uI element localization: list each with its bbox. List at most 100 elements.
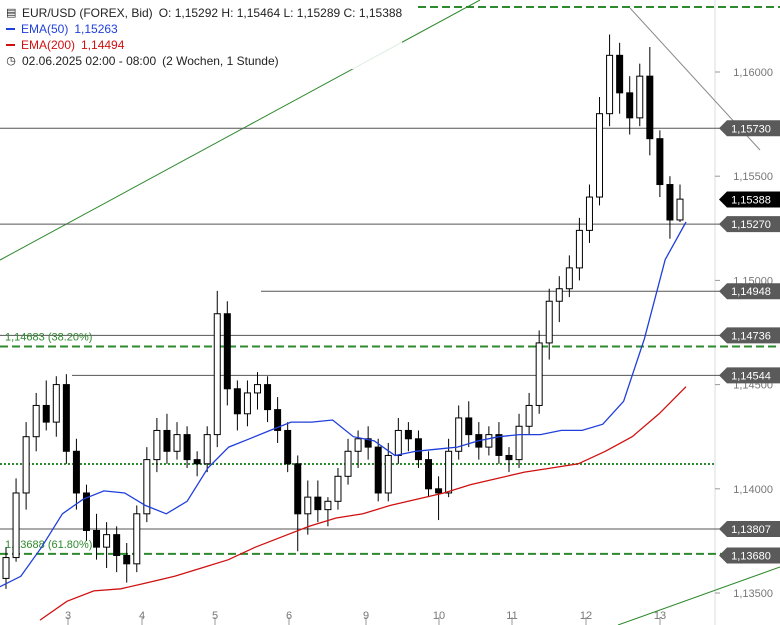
x-tick-label: 4 (139, 610, 145, 622)
price-badge-label: 1,14736 (731, 330, 771, 342)
candle (123, 542, 131, 583)
candle (334, 467, 342, 510)
candle (243, 380, 251, 427)
candle-body (575, 229, 583, 269)
candle (93, 513, 101, 560)
candle-body (93, 529, 101, 548)
candle-body (143, 459, 151, 515)
candle-body (304, 496, 312, 515)
candle-body (626, 92, 634, 119)
candle-body (394, 429, 402, 456)
candle (515, 413, 523, 468)
candle-body (72, 450, 80, 494)
candle (22, 422, 30, 510)
candle-body (404, 429, 412, 440)
price-badge-shape (719, 521, 780, 538)
candle-body (324, 500, 332, 511)
candle (2, 547, 10, 589)
price-badge: 1,14948 (719, 283, 780, 300)
ohlc-values: O: 1,15292 H: 1,15464 L: 1,15289 C: 1,15… (158, 6, 403, 20)
candle (606, 34, 614, 127)
candle-body (525, 404, 533, 427)
instrument-name: EUR/USD (FOREX, Bid) (22, 6, 153, 20)
candle (404, 422, 412, 452)
fib-label: 1,14683 (38.20%) (5, 331, 92, 343)
candle (133, 505, 141, 573)
candle (364, 426, 372, 460)
candle (314, 480, 322, 523)
candle (656, 130, 664, 198)
candles (2, 34, 684, 589)
x-tick-label: 5 (212, 610, 218, 622)
candle (274, 397, 282, 443)
candle-body (274, 409, 282, 431)
candle-body (485, 434, 493, 448)
y-tick-label: 1,13500 (733, 588, 773, 600)
candle (32, 392, 40, 452)
candle (12, 478, 20, 562)
candle-body (636, 75, 644, 119)
ema50-swatch (6, 28, 15, 30)
candle (535, 330, 543, 414)
candle-body (133, 513, 141, 565)
candle (505, 447, 513, 473)
price-badge-label: 1,15270 (731, 219, 771, 231)
candle (394, 417, 402, 464)
candle-body (354, 438, 362, 452)
candle-body (243, 392, 251, 415)
candle-body (123, 554, 131, 565)
candle-body (374, 446, 382, 494)
ema50-label: EMA(50) (21, 22, 69, 36)
clock-icon: ◷ (6, 55, 16, 67)
candle (163, 413, 171, 464)
candle (525, 392, 533, 435)
ema200-swatch (6, 44, 15, 46)
candle-body (183, 434, 191, 461)
candle (435, 476, 443, 521)
price-badges: 1,15730 1,15388 1,15270 1,14948 1,14736 1,145… (719, 120, 780, 564)
candle-body (535, 342, 543, 406)
ema50-line (0, 221, 687, 588)
candle-body (515, 425, 523, 461)
price-badge-label: 1,15730 (731, 123, 771, 135)
price-badge-shape (719, 216, 780, 233)
candle (304, 480, 312, 535)
price-badge: 1,15730 (719, 120, 780, 137)
candle-body (52, 384, 60, 423)
candle-body (264, 384, 272, 411)
price-badge: 1,13807 (719, 521, 780, 538)
candle-body (203, 434, 211, 465)
x-tick-label: 6 (286, 610, 292, 622)
chart-legend: ▤ EUR/USD (FOREX, Bid) O: 1,15292 H: 1,1… (6, 5, 403, 69)
candle (596, 97, 604, 206)
candle (344, 438, 352, 485)
candle-body (344, 450, 352, 477)
candle-body (113, 534, 121, 556)
price-badge: 1,14544 (719, 367, 780, 384)
candle-body (606, 54, 614, 115)
candle-body (193, 459, 201, 465)
candle (626, 76, 634, 135)
candle (455, 405, 463, 460)
candle (193, 451, 201, 477)
candle-body (505, 454, 513, 461)
candle-body (334, 475, 342, 502)
price-badge-shape (719, 120, 780, 137)
price-badge-shape (719, 283, 780, 300)
price-badge-label: 1,14948 (731, 286, 771, 298)
x-tick-label: 3 (65, 610, 71, 622)
candle-body (213, 313, 221, 436)
period-text: 02.06.2025 02:00 - 08:00 (22, 54, 157, 68)
candle-body (616, 54, 624, 94)
candle-body (585, 196, 593, 231)
trendline-lower (617, 566, 780, 625)
candle-body (314, 496, 322, 511)
candle-body (12, 492, 20, 559)
ema200-label: EMA(200) (21, 38, 76, 52)
candle-body (465, 417, 473, 436)
candle-body (284, 429, 292, 465)
candle-body (42, 404, 50, 423)
x-tick-label: 13 (654, 610, 666, 622)
